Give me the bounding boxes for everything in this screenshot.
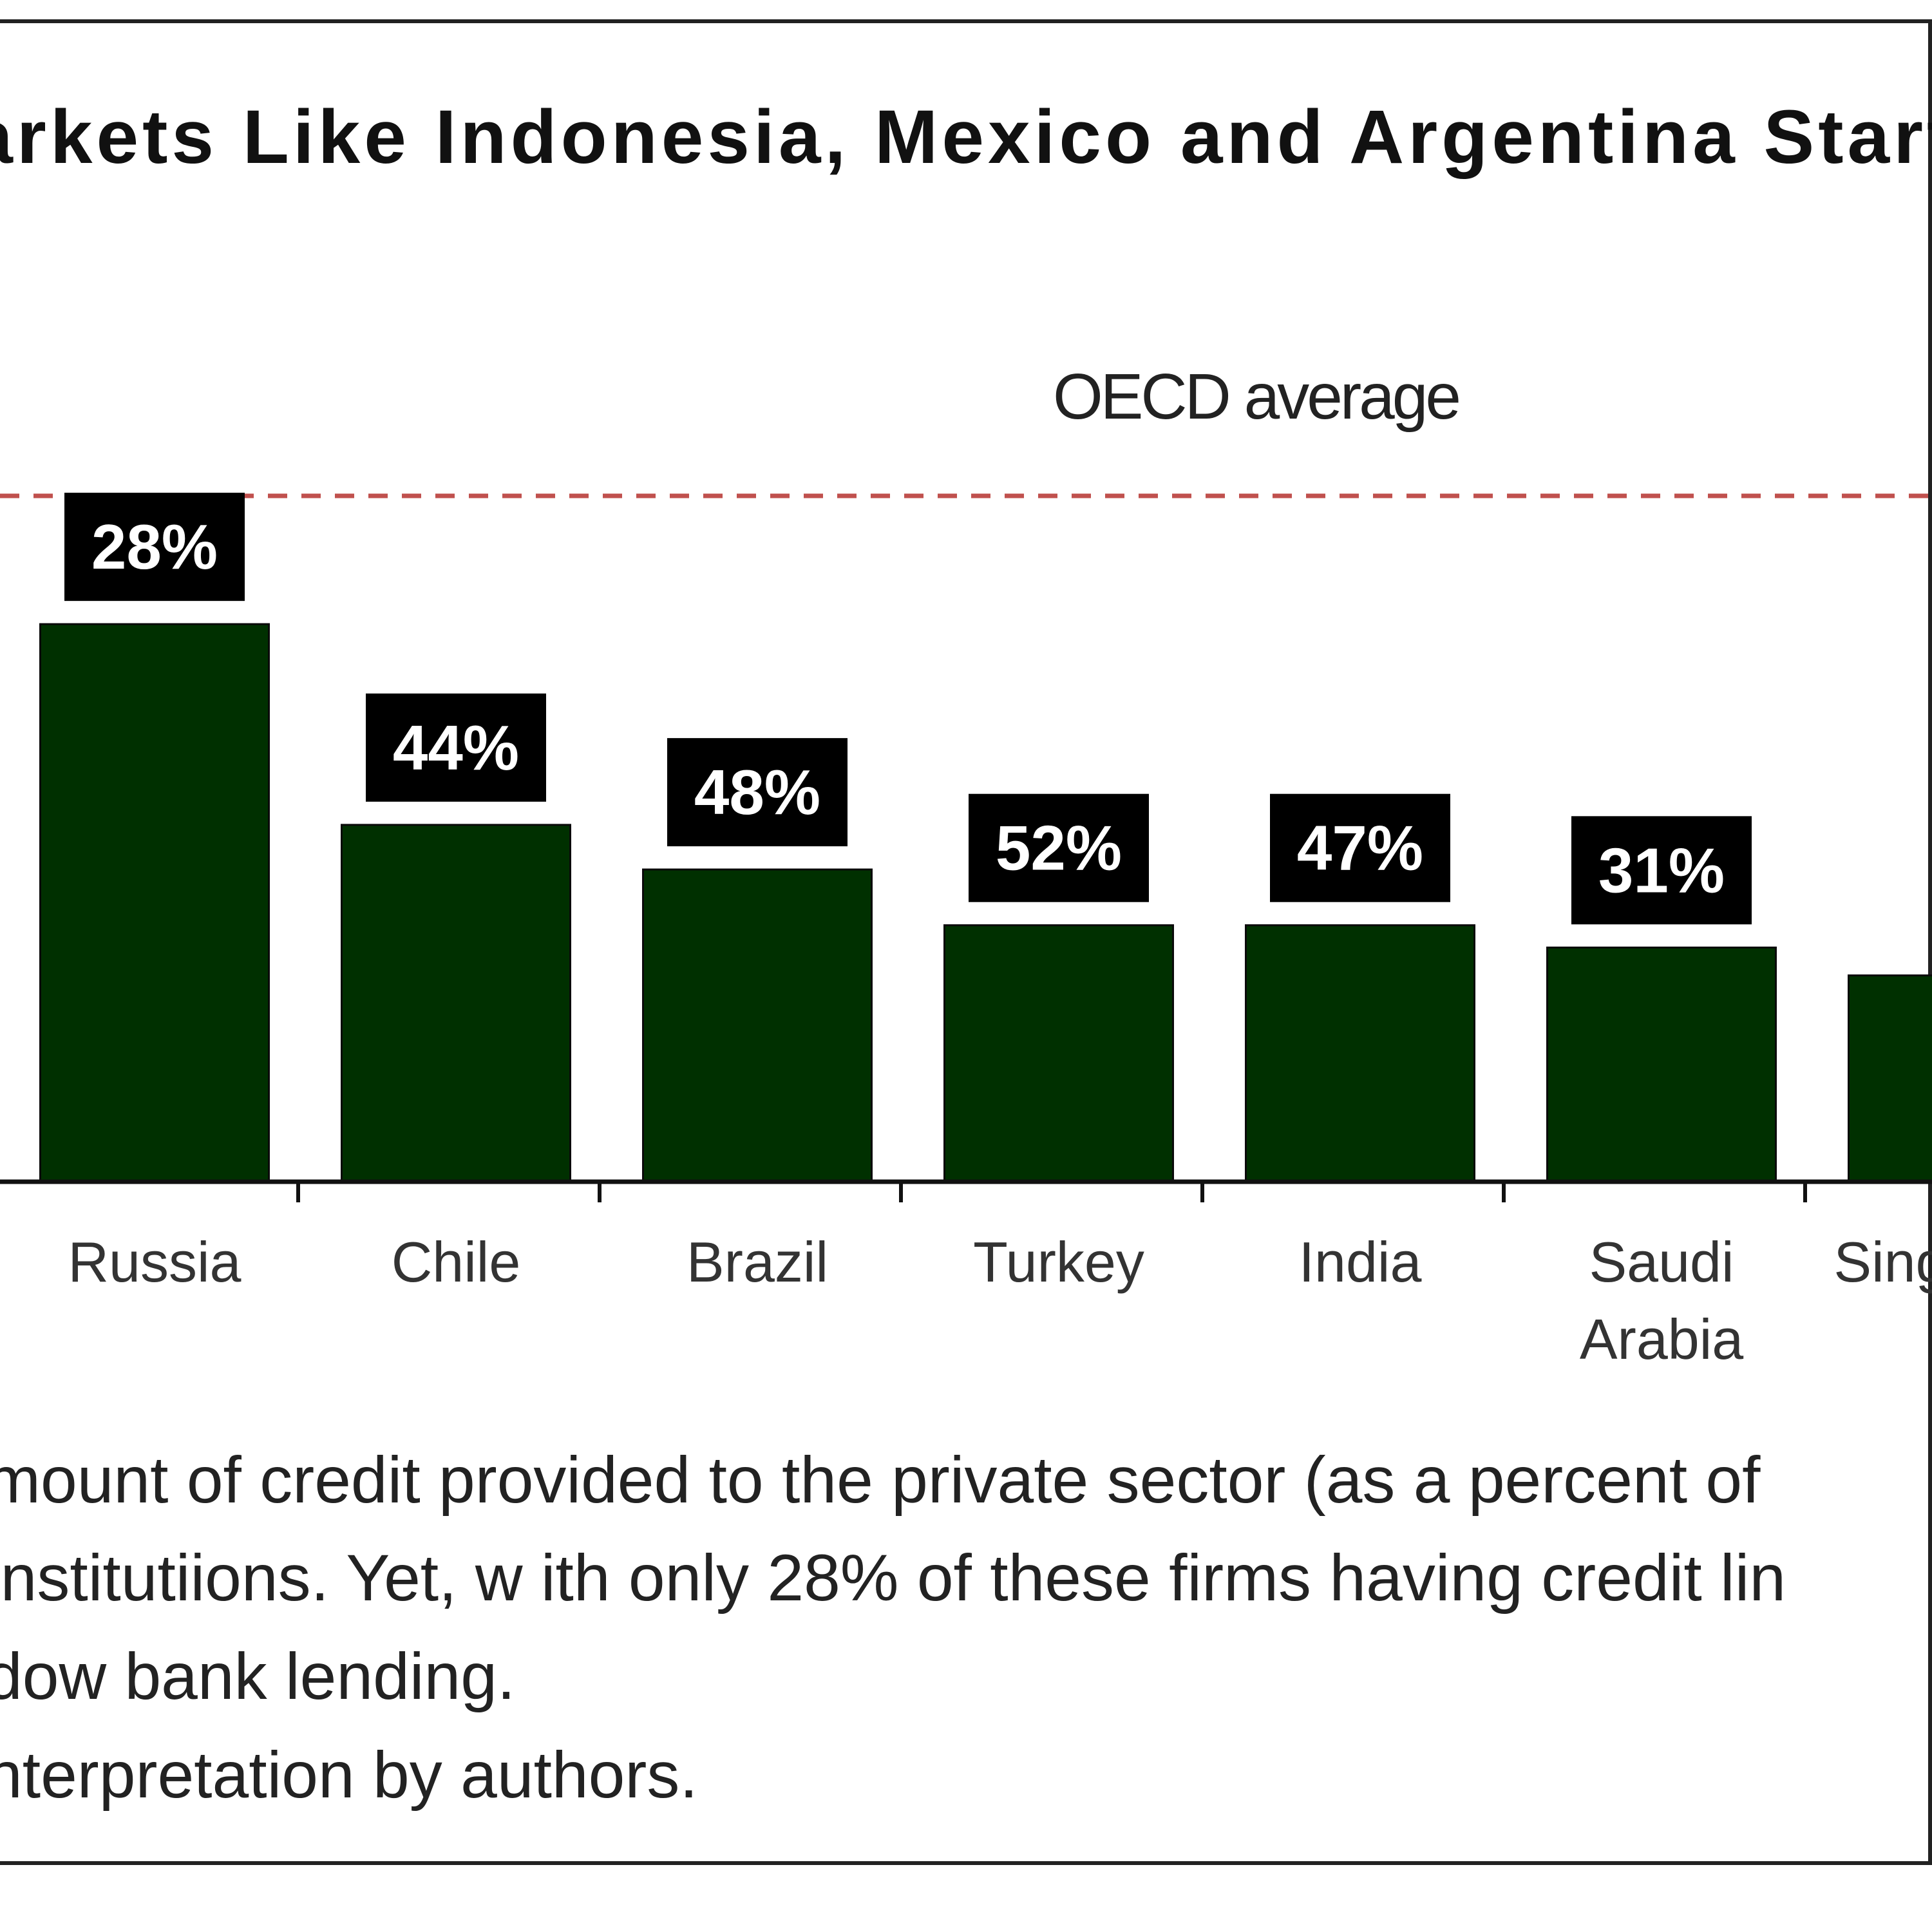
data-label: 28%	[91, 511, 218, 582]
footnote-line-1: mount of credit provided to the private …	[0, 1443, 1761, 1517]
oecd-average-label: OECD average	[1053, 361, 1459, 433]
data-label-box	[366, 693, 546, 802]
bar	[1245, 924, 1475, 1183]
x-tick-label: Russia	[68, 1230, 242, 1294]
data-label-box	[969, 793, 1149, 902]
data-label-box	[1270, 793, 1450, 902]
data-label: 31%	[1598, 835, 1725, 905]
bar	[39, 623, 270, 1183]
chart-frame	[0, 19, 1932, 1865]
data-label: 44%	[393, 712, 519, 783]
x-tick-label: India	[1299, 1230, 1422, 1294]
data-label: 47%	[1297, 813, 1423, 884]
bar	[642, 868, 873, 1183]
x-tick-label: Turkey	[973, 1230, 1144, 1294]
footnote-line-2: institutiions. Yet, w ith only 28% of th…	[0, 1541, 1786, 1615]
x-tick-label: Chile	[392, 1230, 521, 1294]
chart-title: Markets Like Indonesia, Mexico and Argen…	[0, 95, 1932, 180]
data-label: 52%	[996, 813, 1122, 884]
data-label: 48%	[694, 757, 820, 828]
data-label-box	[64, 493, 245, 601]
bar	[943, 924, 1174, 1183]
x-tick-label: Singapore	[1833, 1230, 1932, 1294]
data-label-box	[667, 738, 848, 847]
data-label-box	[1571, 816, 1752, 925]
footnote-line-4: nterpretation by authors.	[0, 1738, 698, 1812]
footnote-line-3: dow bank lending.	[0, 1640, 516, 1713]
x-tick-label: Brazil	[687, 1230, 828, 1294]
x-tick-label: Saudi Arabia	[1580, 1230, 1743, 1371]
bar	[1848, 974, 1932, 1183]
bar	[1546, 946, 1777, 1183]
bar	[341, 824, 571, 1183]
